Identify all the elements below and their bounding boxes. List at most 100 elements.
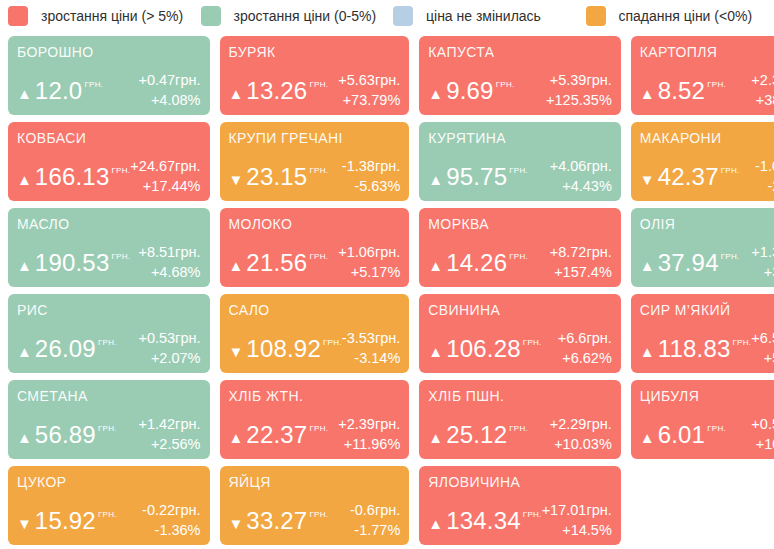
price-group: ▲ 95.75 ГРН. (428, 165, 528, 189)
price-card[interactable]: СВИНИНА ▲ 106.28 ГРН. +6.6грн. +6.62% (419, 294, 621, 373)
price-card[interactable]: КОВБАСИ ▲ 166.13 ГРН. +24.67грн. +17.44% (8, 122, 210, 201)
product-name: ОЛІЯ (640, 216, 774, 232)
price-group: ▲ 166.13 ГРН. (17, 165, 130, 189)
change-percent: +2.07% (138, 348, 200, 368)
price-card[interactable]: СМЕТАНА ▲ 56.89 ГРН. +1.42грн. +2.56% (8, 380, 210, 459)
price-value: 33.27 (246, 509, 307, 533)
price-value: 12.0 (35, 79, 83, 103)
change-percent: +14.5% (542, 520, 612, 540)
card-main-row: ▲ 56.89 ГРН. +1.42грн. +2.56% (17, 414, 201, 454)
card-main-row: ▲ 21.56 ГРН. +1.06грн. +5.17% (229, 242, 401, 282)
change-percent: +5.81% (751, 348, 774, 368)
currency-label: ГРН. (707, 424, 726, 433)
change-amount: +8.72грн. (550, 242, 612, 262)
price-card[interactable]: ЯЙЦЯ ▼ 33.27 ГРН. -0.6грн. -1.77% (220, 466, 410, 545)
price-card[interactable]: БУРЯК ▲ 13.26 ГРН. +5.63грн. +73.79% (220, 36, 410, 115)
price-card[interactable]: САЛО ▼ 108.92 ГРН. -3.53грн. -3.14% (220, 294, 410, 373)
price-card[interactable]: МАКАРОНИ ▼ 42.37 ГРН. -1.08грн. -2.49% (631, 122, 774, 201)
price-group: ▲ 6.01 ГРН. (640, 423, 726, 447)
currency-label: ГРН. (309, 80, 328, 89)
arrow-up-icon: ▲ (640, 344, 655, 359)
product-name: КОВБАСИ (17, 130, 201, 146)
price-card[interactable]: БОРОШНО ▲ 12.0 ГРН. +0.47грн. +4.08% (8, 36, 210, 115)
price-group: ▲ 13.26 ГРН. (229, 79, 329, 103)
price-group: ▲ 190.53 ГРН. (17, 251, 130, 275)
legend-label: ціна не змінилась (426, 8, 541, 24)
price-card[interactable]: ЦУКОР ▼ 15.92 ГРН. -0.22грн. -1.36% (8, 466, 210, 545)
price-group: ▲ 26.09 ГРН. (17, 337, 117, 361)
arrow-up-icon: ▲ (229, 86, 244, 101)
change-amount: -0.22грн. (142, 500, 200, 520)
price-value: 190.53 (35, 251, 110, 275)
product-name: МАКАРОНИ (640, 130, 774, 146)
price-group: ▲ 118.83 ГРН. (640, 337, 752, 361)
card-main-row: ▲ 12.0 ГРН. +0.47грн. +4.08% (17, 70, 201, 110)
currency-label: ГРН. (732, 338, 751, 347)
price-card[interactable]: ХЛІБ ПШН. ▲ 25.12 ГРН. +2.29грн. +10.03% (419, 380, 621, 459)
price-card[interactable]: ОЛІЯ ▲ 37.94 ГРН. +1.37грн. +3.75% (631, 208, 774, 287)
arrow-up-icon: ▲ (640, 430, 655, 445)
card-main-row: ▲ 95.75 ГРН. +4.06грн. +4.43% (428, 156, 612, 196)
card-main-row: ▲ 25.12 ГРН. +2.29грн. +10.03% (428, 414, 612, 454)
currency-label: ГРН. (509, 166, 528, 175)
change-percent: +73.79% (338, 90, 400, 110)
price-card[interactable]: ЦИБУЛЯ ▲ 6.01 ГРН. +0.58грн. +10.68% (631, 380, 774, 459)
change-amount: +2.39грн. (338, 414, 400, 434)
legend-color-swatch (586, 6, 606, 26)
change-percent: +17.44% (130, 176, 200, 196)
change-percent: -1.36% (142, 520, 200, 540)
price-card[interactable]: МОЛОКО ▲ 21.56 ГРН. +1.06грн. +5.17% (220, 208, 410, 287)
currency-label: ГРН. (707, 80, 726, 89)
change-group: -0.22грн. -1.36% (142, 500, 200, 540)
currency-label: ГРН. (98, 338, 117, 347)
price-group: ▲ 21.56 ГРН. (229, 251, 329, 275)
change-amount: +0.53грн. (138, 328, 200, 348)
price-card[interactable]: ЯЛОВИЧИНА ▲ 134.34 ГРН. +17.01грн. +14.5… (419, 466, 621, 545)
legend-label: спадання ціни (<0%) (619, 8, 753, 24)
price-card[interactable]: КАРТОПЛЯ ▲ 8.52 ГРН. +2.37грн. +38.54% (631, 36, 774, 115)
product-name: КРУПИ ГРЕЧАНІ (229, 130, 401, 146)
card-main-row: ▼ 42.37 ГРН. -1.08грн. -2.49% (640, 156, 774, 196)
price-card[interactable]: РИС ▲ 26.09 ГРН. +0.53грн. +2.07% (8, 294, 210, 373)
change-group: -1.38грн. -5.63% (342, 156, 400, 196)
change-group: +5.63грн. +73.79% (338, 70, 400, 110)
price-value: 6.01 (658, 423, 706, 447)
change-amount: +8.51грн. (138, 242, 200, 262)
card-main-row: ▲ 37.94 ГРН. +1.37грн. +3.75% (640, 242, 774, 282)
product-name: ЯЙЦЯ (229, 474, 401, 490)
price-value: 166.13 (35, 165, 110, 189)
price-group: ▲ 12.0 ГРН. (17, 79, 103, 103)
currency-label: ГРН. (509, 252, 528, 261)
change-amount: +0.47грн. (138, 70, 200, 90)
arrow-up-icon: ▲ (428, 86, 443, 101)
change-amount: +1.06грн. (338, 242, 400, 262)
product-name: МОРКВА (428, 216, 612, 232)
legend-label: зростання ціни (0-5%) (234, 8, 377, 24)
price-card[interactable]: ХЛІБ ЖТН. ▲ 22.37 ГРН. +2.39грн. +11.96% (220, 380, 410, 459)
legend-item: зростання ціни (0-5%) (201, 6, 384, 26)
price-card[interactable]: КАПУСТА ▲ 9.69 ГРН. +5.39грн. +125.35% (419, 36, 621, 115)
price-card[interactable]: КРУПИ ГРЕЧАНІ ▼ 23.15 ГРН. -1.38грн. -5.… (220, 122, 410, 201)
price-value: 37.94 (658, 251, 719, 275)
price-value: 15.92 (35, 509, 96, 533)
card-main-row: ▲ 26.09 ГРН. +0.53грн. +2.07% (17, 328, 201, 368)
card-main-row: ▲ 6.01 ГРН. +0.58грн. +10.68% (640, 414, 774, 454)
price-value: 13.26 (246, 79, 307, 103)
price-value: 118.83 (658, 337, 731, 361)
card-main-row: ▲ 22.37 ГРН. +2.39грн. +11.96% (229, 414, 401, 454)
change-group: +1.37грн. +3.75% (751, 242, 774, 282)
price-card[interactable]: КУРЯТИНА ▲ 95.75 ГРН. +4.06грн. +4.43% (419, 122, 621, 201)
price-value: 95.75 (446, 165, 507, 189)
price-card[interactable]: МОРКВА ▲ 14.26 ГРН. +8.72грн. +157.4% (419, 208, 621, 287)
price-card[interactable]: МАСЛО ▲ 190.53 ГРН. +8.51грн. +4.68% (8, 208, 210, 287)
currency-label: ГРН. (721, 166, 740, 175)
arrow-down-icon: ▼ (229, 516, 244, 531)
currency-label: ГРН. (523, 510, 542, 519)
change-percent: +10.68% (751, 434, 774, 454)
price-group: ▼ 15.92 ГРН. (17, 509, 117, 533)
price-card[interactable]: СИР М’ЯКИЙ ▲ 118.83 ГРН. +6.53грн. +5.81… (631, 294, 774, 373)
price-value: 21.56 (246, 251, 307, 275)
change-percent: +5.17% (338, 262, 400, 282)
legend-item: спадання ціни (<0%) (586, 6, 769, 26)
legend: зростання ціни (> 5%) зростання ціни (0-… (0, 0, 774, 26)
